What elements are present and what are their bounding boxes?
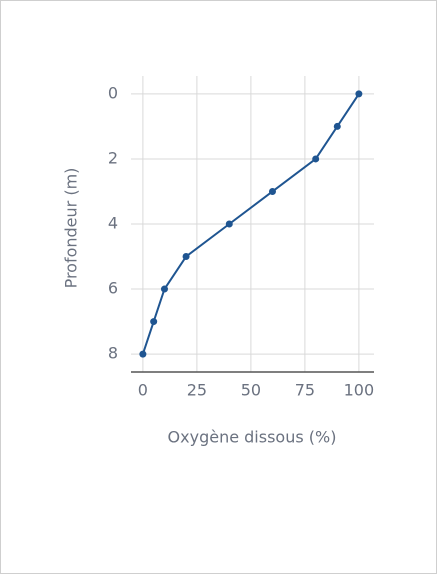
y-tick-label: 0 [108,83,118,102]
data-point [150,318,158,326]
y-tick-label: 8 [108,344,118,363]
data-point [225,220,233,228]
x-tick-label: 25 [187,381,207,400]
data-point [139,350,147,358]
x-tick-label: 0 [138,381,148,400]
y-tick-label: 2 [108,148,118,167]
data-point [160,285,168,293]
data-point [333,122,341,130]
data-point [182,253,190,261]
y-tick-label: 4 [108,214,118,233]
data-point [312,155,320,163]
x-axis-title: Oxygène dissous (%) [168,428,337,447]
y-axis-title: Profondeur (m) [62,168,81,289]
x-tick-label: 50 [241,381,261,400]
y-tick-label: 6 [108,279,118,298]
x-tick-label: 100 [344,381,375,400]
data-point [355,90,363,98]
x-tick-label: 75 [295,381,315,400]
data-point [268,187,276,195]
